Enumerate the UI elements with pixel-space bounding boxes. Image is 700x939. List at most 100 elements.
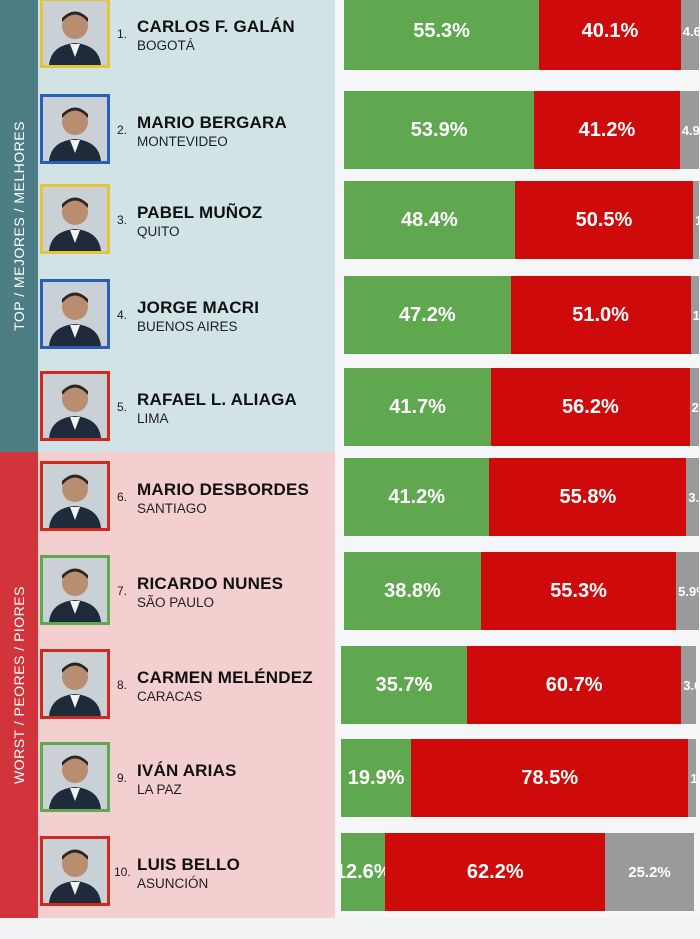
- data-label: 3.6%: [683, 677, 696, 693]
- data-label: 60.7%: [545, 673, 603, 696]
- avatar: [40, 555, 110, 625]
- data-label: 51.0%: [572, 303, 629, 326]
- approve-segment: 41.7%: [344, 368, 492, 446]
- disapprove-segment: 50.5%: [514, 181, 694, 259]
- top-section-band: TOP / MEJORES / MELHORES: [0, 0, 38, 452]
- avatar: [40, 0, 110, 68]
- mayor-name: MARIO DESBORDES: [137, 480, 310, 499]
- data-label: 2.1%: [691, 399, 699, 415]
- data-label: 41.2%: [388, 485, 446, 508]
- city-name: BOGOTÁ: [137, 38, 195, 53]
- data-label: 41.2%: [578, 118, 636, 141]
- disapprove-segment: 41.2%: [534, 91, 680, 169]
- approve-segment: 38.8%: [344, 552, 481, 630]
- disapprove-segment: 40.1%: [539, 0, 681, 70]
- stacked-bar: 48.4% 50.5% 1.1%: [344, 181, 700, 259]
- rank-number: 2.: [117, 123, 128, 137]
- no-answer-segment: 2.1%: [689, 368, 699, 446]
- no-answer-segment: 3.6%: [681, 646, 696, 724]
- worst-section-band: WORST / PEORES / PIORES: [0, 452, 38, 918]
- data-label: 4.9%: [681, 122, 699, 138]
- list-item: 10. LUIS BELLO ASUNCIÓN 12.6% 62.2% 25.2%: [0, 832, 700, 925]
- data-label: 25.2%: [628, 863, 671, 881]
- disapprove-segment: 55.8%: [489, 458, 687, 536]
- stacked-bar: 19.9% 78.5% 1.6%: [341, 739, 700, 817]
- no-answer-segment: 4.6%: [680, 0, 699, 70]
- avatar: [40, 461, 110, 531]
- rank-number: 10.: [114, 865, 131, 879]
- approve-segment: 19.9%: [341, 739, 412, 817]
- stacked-bar: 41.7% 56.2% 2.1%: [344, 368, 700, 446]
- data-label: 1.1%: [695, 212, 699, 228]
- avatar: [40, 742, 110, 812]
- avatar: [40, 649, 110, 719]
- mayor-name: RAFAEL L. ALIAGA: [137, 390, 297, 409]
- mayor-name: JORGE MACRI: [137, 298, 260, 317]
- rank-number: 8.: [117, 678, 128, 692]
- mayor-name: LUIS BELLO: [137, 855, 241, 874]
- disapprove-segment: 78.5%: [411, 739, 689, 817]
- disapprove-segment: 62.2%: [385, 833, 606, 911]
- rank-number: 3.: [117, 213, 128, 227]
- approve-segment: 55.3%: [344, 0, 540, 70]
- stacked-bar: 12.6% 62.2% 25.2%: [341, 833, 700, 911]
- no-answer-segment: 1.1%: [693, 181, 699, 259]
- data-label: 53.9%: [410, 118, 468, 141]
- list-item: 4. JORGE MACRI BUENOS AIRES 47.2% 51.0% 1.8%: [0, 275, 700, 368]
- data-label: 56.2%: [562, 395, 619, 418]
- data-label: 55.3%: [413, 19, 470, 42]
- list-item: 9. IVÁN ARIAS LA PAZ 19.9% 78.5% 1.6%: [0, 738, 700, 831]
- footer-strip: [0, 918, 700, 939]
- rank-number: 4.: [117, 308, 128, 322]
- data-label: 12.6%: [341, 860, 385, 883]
- data-label: 62.2%: [466, 860, 524, 883]
- avatar: [40, 371, 110, 441]
- city-name: SÃO PAULO: [137, 595, 215, 610]
- stacked-bar: 47.2% 51.0% 1.8%: [344, 276, 700, 354]
- stacked-bar: 35.7% 60.7% 3.6%: [341, 646, 700, 724]
- list-item: 5. RAFAEL L. ALIAGA LIMA 41.7% 56.2% 2.1%: [0, 367, 700, 460]
- approve-segment: 12.6%: [341, 833, 386, 911]
- avatar: [40, 836, 110, 906]
- data-label: 41.7%: [389, 395, 446, 418]
- disapprove-segment: 56.2%: [491, 368, 690, 446]
- data-label: 3.0%: [688, 489, 699, 505]
- no-answer-segment: 1.6%: [688, 739, 696, 817]
- city-name: CARACAS: [137, 689, 203, 704]
- rank-number: 9.: [117, 771, 128, 785]
- no-answer-segment: 25.2%: [605, 833, 694, 911]
- disapprove-segment: 55.3%: [480, 552, 677, 630]
- stacked-bar: 38.8% 55.3% 5.9%: [344, 552, 700, 630]
- approve-segment: 48.4%: [344, 181, 515, 259]
- avatar: [40, 279, 110, 349]
- approve-segment: 41.2%: [344, 458, 490, 536]
- data-label: 78.5%: [521, 766, 579, 789]
- disapprove-segment: 60.7%: [467, 646, 682, 724]
- stacked-bar: 53.9% 41.2% 4.9%: [344, 91, 700, 169]
- rank-number: 5.: [117, 400, 128, 414]
- data-label: 1.6%: [690, 770, 696, 786]
- data-label: 50.5%: [575, 208, 633, 231]
- mayor-name: PABEL MUÑOZ: [137, 203, 263, 222]
- approve-segment: 47.2%: [344, 276, 511, 354]
- data-label: 38.8%: [384, 579, 441, 602]
- data-label: 40.1%: [581, 19, 639, 42]
- city-name: BUENOS AIRES: [137, 319, 238, 334]
- approve-segment: 35.7%: [341, 646, 468, 724]
- data-label: 55.3%: [550, 579, 607, 602]
- no-answer-segment: 5.9%: [676, 552, 699, 630]
- data-label: 48.4%: [401, 208, 458, 231]
- mayor-name: CARMEN MELÉNDEZ: [137, 668, 313, 687]
- list-item: 1. CARLOS F. GALÁN BOGOTÁ 55.3% 40.1% 4.6%: [0, 0, 700, 75]
- list-item: 3. PABEL MUÑOZ QUITO 48.4% 50.5% 1.1%: [0, 180, 700, 273]
- avatar: [40, 184, 110, 254]
- stacked-bar: 41.2% 55.8% 3.0%: [344, 458, 700, 536]
- rank-number: 1.: [117, 27, 128, 41]
- no-answer-segment: 1.8%: [690, 276, 699, 354]
- mayor-name: MARIO BERGARA: [137, 113, 287, 132]
- list-item: 7. RICARDO NUNES SÃO PAULO 38.8% 55.3% 5.9%: [0, 551, 700, 644]
- data-label: 19.9%: [347, 766, 405, 789]
- city-name: ASUNCIÓN: [137, 876, 209, 891]
- data-label: 5.9%: [678, 583, 699, 599]
- city-name: LA PAZ: [137, 782, 182, 797]
